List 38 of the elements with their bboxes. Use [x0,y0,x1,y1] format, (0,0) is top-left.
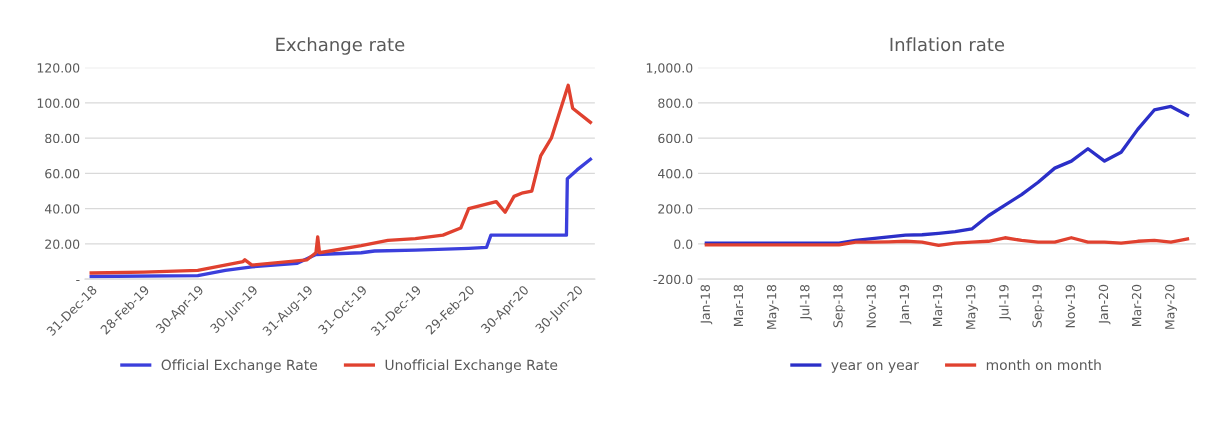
x-tick-label: Jan-18 [700,284,713,325]
x-tick-label: Mar-20 [1131,284,1142,327]
y-tick-label: 0.0 [674,239,693,249]
x-tick-label: Jul-18 [799,284,812,321]
y-tick-label: 100.00 [37,98,80,108]
y-tick-label: 40.00 [44,204,80,214]
y-tick-label: 600.0 [658,133,693,144]
x-tick-label: Jan-19 [899,284,912,325]
x-tick-label: Sep-18 [833,284,846,328]
x-tick-label: Nov-19 [1065,284,1075,328]
x-tick-label: May-18 [766,284,779,329]
x-tick-label: Mar-19 [932,284,943,327]
y-tick-label: 60.00 [45,168,80,179]
y-tick-label: 1,000.0 [646,63,693,74]
y-tick-label: - [76,280,80,282]
y-tick-label: -200.0 [653,274,693,285]
x-tick-label: May-19 [965,284,978,329]
y-tick-label: 200.0 [658,204,693,214]
line-series [89,83,593,275]
x-tick-label: Mar-18 [733,284,744,327]
x-tick-label: Jan-20 [1098,284,1111,325]
y-tick-label: 20.00 [45,239,80,249]
y-tick-label: 80.00 [45,133,80,144]
y-tick-label: 120.00 [37,63,80,73]
x-tick-label: Jul-19 [998,284,1011,321]
legend-label: Unofficial Exchange Rate [385,359,558,373]
y-tick-label: 400.0 [658,168,693,179]
y-tick-label: 800.0 [658,98,693,108]
x-tick-label: Nov-18 [866,284,876,328]
line-series [704,236,1190,248]
line-series [89,157,593,279]
legend-label: month on month [986,359,1101,371]
x-tick-label: May-20 [1165,284,1177,329]
legend-label: year on year [831,362,919,373]
chart-title: Exchange rate [276,37,405,55]
x-tick-label: Sep-19 [1032,284,1045,328]
legend-label: Official Exchange Rate [161,359,318,373]
chart-title: Inflation rate [890,37,1005,52]
